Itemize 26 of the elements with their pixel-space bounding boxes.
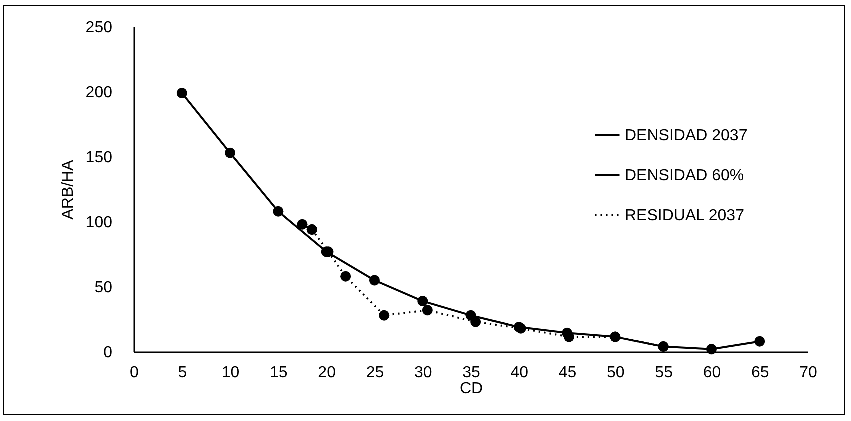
x-tick-label: 5 [178,364,188,382]
x-tick-label: 40 [510,364,529,382]
x-tick-label: 10 [222,364,240,382]
y-tick-label: 150 [86,150,113,166]
x-tick-label: 45 [558,364,577,382]
x-tick-label: 50 [607,364,625,382]
y-axis-title: ARB/HA [60,160,77,220]
legend-label: RESIDUAL 2037 [625,208,745,224]
x-tick-label: 65 [751,364,770,382]
x-tick-label: 70 [800,364,818,382]
y-tick-label: 0 [104,344,113,362]
x-tick-label: 25 [366,364,384,382]
x-tick-label: 20 [318,364,336,382]
x-tick-label: 35 [462,364,480,382]
legend-label: DENSIDAD 60% [625,168,744,184]
y-tick-label: 200 [86,84,113,102]
x-tick-label: 30 [414,364,432,382]
x-tick-label: 55 [655,364,674,382]
y-tick-label: 250 [86,20,113,36]
y-tick-label: 100 [86,214,113,232]
legend-label: DENSIDAD 2037 [625,128,748,144]
x-tick-label: 0 [130,364,140,382]
x-tick-label: 15 [270,364,288,382]
x-axis-title: CD [460,380,484,398]
x-tick-label: 60 [703,364,722,382]
y-tick-label: 50 [94,280,113,296]
